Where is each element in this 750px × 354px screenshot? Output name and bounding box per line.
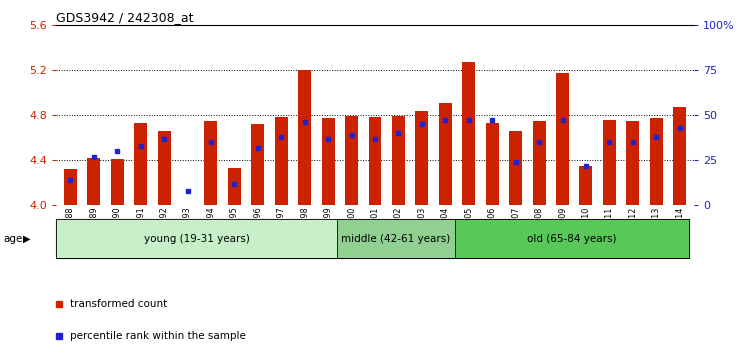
Bar	[251, 124, 264, 205]
Bar	[556, 73, 569, 205]
Bar	[56, 219, 338, 258]
Bar	[274, 117, 288, 205]
Bar	[228, 168, 241, 205]
Text: percentile rank within the sample: percentile rank within the sample	[70, 331, 246, 341]
Text: GDS3942 / 242308_at: GDS3942 / 242308_at	[56, 11, 194, 24]
Text: old (65-84 years): old (65-84 years)	[527, 234, 616, 244]
Bar	[134, 123, 147, 205]
Text: ▶: ▶	[22, 234, 30, 244]
Bar	[205, 121, 218, 205]
Bar	[416, 110, 428, 205]
Bar	[322, 119, 334, 205]
Bar	[64, 169, 76, 205]
Bar	[486, 123, 499, 205]
Bar	[650, 119, 663, 205]
Bar	[454, 219, 689, 258]
Bar	[462, 62, 476, 205]
Bar	[338, 219, 454, 258]
Bar	[298, 70, 311, 205]
Text: young (19-31 years): young (19-31 years)	[144, 234, 250, 244]
Bar	[532, 121, 545, 205]
Bar	[626, 121, 639, 205]
Text: age: age	[4, 234, 23, 244]
Bar	[368, 117, 382, 205]
Bar	[580, 166, 592, 205]
Bar	[158, 131, 170, 205]
Bar	[392, 116, 405, 205]
Bar	[111, 159, 124, 205]
Text: transformed count: transformed count	[70, 299, 167, 309]
Bar	[509, 131, 522, 205]
Bar	[439, 103, 452, 205]
Bar	[603, 120, 616, 205]
Text: middle (42-61 years): middle (42-61 years)	[341, 234, 451, 244]
Bar	[674, 107, 686, 205]
Bar	[345, 116, 358, 205]
Bar	[87, 158, 100, 205]
